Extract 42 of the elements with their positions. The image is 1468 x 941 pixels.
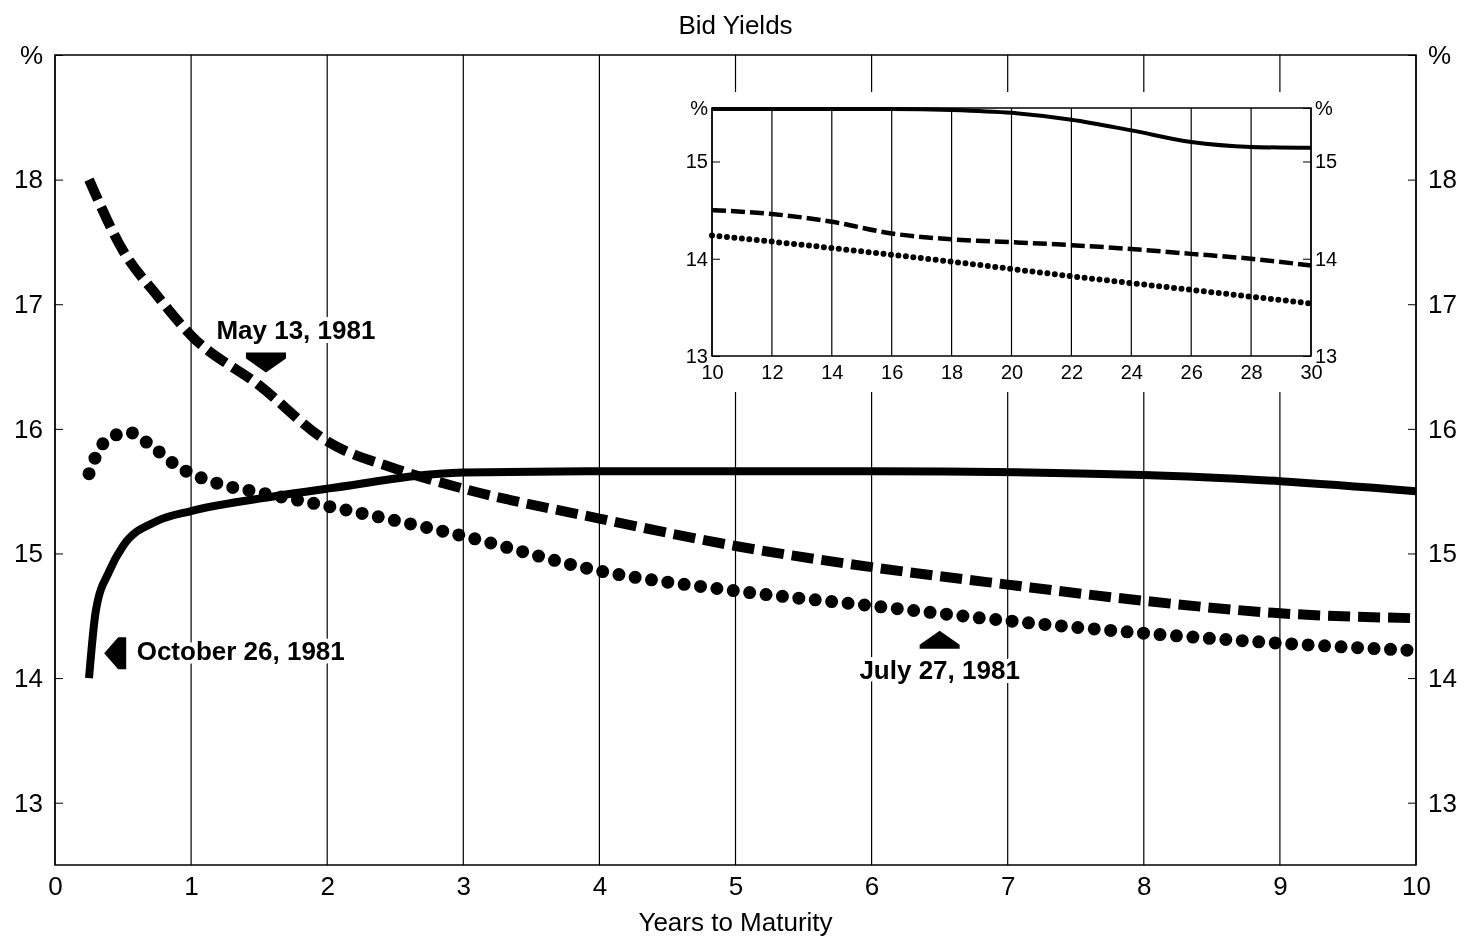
y2-tick-label: 14 <box>1428 662 1457 693</box>
x-tick-label: 16 <box>881 361 904 384</box>
x-tick-label: 18 <box>940 361 964 384</box>
y-tick-label: 14 <box>14 662 43 693</box>
x-tick-label: 12 <box>761 361 784 384</box>
chart-title: Bid Yields <box>678 10 793 40</box>
y-tick-label: % <box>690 96 709 119</box>
x-tick-label: 10 <box>1402 871 1431 902</box>
y-tick-label: 14 <box>685 247 708 270</box>
y2-tick-label: % <box>1428 39 1452 70</box>
x-tick-label: 14 <box>821 361 844 384</box>
y-tick-label: 15 <box>685 150 708 173</box>
x-tick-label: 28 <box>1240 361 1263 384</box>
y-tick-label: 15 <box>14 538 43 569</box>
y2-tick-label: 15 <box>1428 538 1457 569</box>
y-tick-label: 13 <box>14 787 43 818</box>
y2-tick-label: % <box>1315 96 1333 119</box>
y-tick-label: 18 <box>14 164 43 195</box>
x-tick-label: 22 <box>1060 361 1084 384</box>
y-tick-label: 17 <box>14 289 43 320</box>
y2-tick-label: 16 <box>1428 413 1457 444</box>
y2-tick-label: 17 <box>1428 289 1457 320</box>
y2-tick-label: 13 <box>1428 787 1457 818</box>
x-tick-label: 3 <box>456 871 472 902</box>
x-tick-label: 20 <box>1000 361 1024 384</box>
y2-tick-label: 14 <box>1315 247 1338 270</box>
y-tick-label: % <box>19 39 43 70</box>
x-tick-label: 5 <box>728 871 744 902</box>
x-tick-label: 8 <box>1137 871 1152 902</box>
x-tick-label: 1 <box>184 871 199 902</box>
x-tick-label: 7 <box>1000 871 1016 902</box>
y2-tick-label: 18 <box>1428 164 1457 195</box>
y-tick-label: 16 <box>14 413 43 444</box>
x-tick-label: 6 <box>864 871 880 902</box>
x-axis-title: Years to Maturity <box>638 907 833 937</box>
x-tick-label: 26 <box>1180 361 1203 384</box>
y2-tick-label: 15 <box>1315 150 1338 173</box>
x-tick-label: 2 <box>320 871 335 902</box>
x-tick-label: 24 <box>1120 361 1143 384</box>
x-tick-label: 4 <box>592 871 608 902</box>
x-tick-label: 0 <box>48 871 63 902</box>
x-tick-label: 9 <box>1273 871 1288 902</box>
